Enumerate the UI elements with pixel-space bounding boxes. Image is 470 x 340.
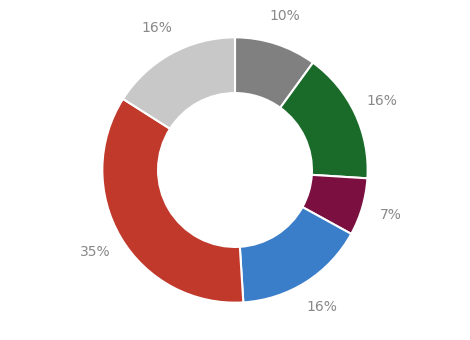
Text: 16%: 16%: [366, 94, 397, 108]
Wedge shape: [280, 63, 368, 178]
Wedge shape: [102, 99, 243, 303]
Wedge shape: [240, 207, 351, 302]
Text: 7%: 7%: [379, 208, 401, 222]
Text: 16%: 16%: [141, 21, 172, 35]
Text: 10%: 10%: [270, 9, 300, 23]
Wedge shape: [123, 37, 235, 129]
Wedge shape: [302, 175, 368, 234]
Text: 16%: 16%: [306, 300, 337, 314]
Wedge shape: [235, 37, 313, 108]
Text: 35%: 35%: [80, 245, 111, 259]
